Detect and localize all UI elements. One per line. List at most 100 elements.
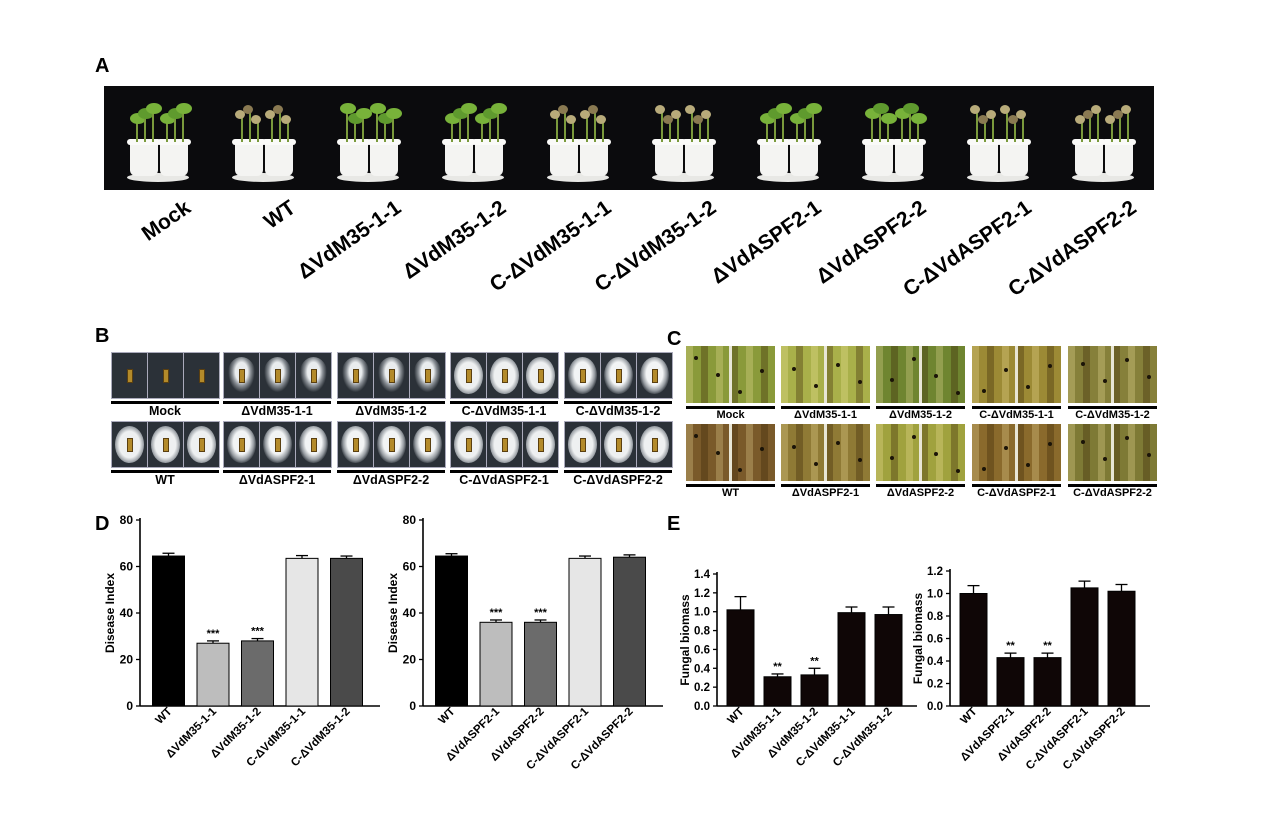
browning-spot (956, 391, 960, 395)
y-tick-label: 0.2 (694, 682, 710, 694)
plant-stem (669, 120, 671, 142)
plant-stem (804, 115, 806, 142)
vascular-strip (781, 424, 788, 481)
plant-stem (691, 110, 693, 142)
y-tick-label: 80 (120, 513, 134, 527)
flower-pot (577, 139, 611, 176)
group-underline (686, 406, 775, 409)
bar (800, 674, 829, 707)
browning-spot (1081, 362, 1085, 366)
bar (1033, 657, 1062, 707)
pot-saucer (652, 173, 714, 182)
vascular-strip (1047, 346, 1054, 403)
panel-b-strain-label: ΔVdASPF2-1 (238, 473, 316, 487)
browning-spot (934, 452, 938, 456)
plant-leaf (235, 110, 245, 119)
plant-stem (707, 115, 709, 142)
browning-spot (716, 373, 720, 377)
colony-plate-image (450, 421, 487, 468)
bar (435, 555, 468, 707)
vascular-strip (1113, 424, 1120, 481)
plant-leaf (596, 115, 606, 124)
bar (996, 657, 1025, 707)
plant-leaf (873, 103, 889, 114)
stem-piece (275, 438, 281, 452)
flower-pot (1102, 139, 1136, 176)
colony-plate-image (522, 352, 559, 399)
y-axis-label: Fungal biomass (911, 593, 925, 685)
plant-leaf (655, 105, 665, 114)
flower-pot (682, 139, 716, 176)
plant-stem (144, 115, 146, 142)
section-divider (1111, 346, 1114, 403)
section-divider (1111, 424, 1114, 481)
plant-stem (602, 120, 604, 142)
bar (285, 557, 319, 707)
plant-stem (879, 110, 881, 142)
bar (1107, 590, 1136, 707)
section-divider (1015, 346, 1018, 403)
stem-piece (616, 369, 622, 383)
y-tick-label: 0.6 (694, 644, 710, 656)
group-underline (223, 470, 331, 473)
plant-stem (976, 110, 978, 142)
plant-stem (677, 115, 679, 142)
plant-leaf (911, 113, 927, 124)
plant-leaf (130, 113, 146, 124)
y-tick-label: 1.2 (927, 566, 943, 578)
plant-leaf (483, 108, 499, 119)
bar (568, 557, 602, 707)
stem-piece (311, 438, 317, 452)
plant-stem (174, 115, 176, 142)
plant-leaf (903, 103, 919, 114)
y-tick-label: 40 (403, 606, 417, 620)
y-tick-label: 20 (120, 653, 134, 667)
plant-stem (392, 115, 394, 142)
plant-stem (136, 120, 138, 142)
plant-leaf (768, 108, 784, 119)
stem-piece (389, 369, 395, 383)
colony-plate-image (295, 421, 332, 468)
browning-spot (956, 469, 960, 473)
plant-leaf (356, 108, 372, 119)
plant-leaf (588, 105, 598, 114)
section-divider (824, 424, 827, 481)
stem-section-image (876, 424, 965, 481)
plant-leaf (445, 113, 461, 124)
plant-stem (812, 110, 814, 142)
vascular-strip (936, 424, 943, 481)
vascular-strip (1032, 346, 1039, 403)
y-tick-label: 60 (403, 560, 417, 574)
vascular-strip (1002, 346, 1009, 403)
y-tick-label: 0.8 (694, 626, 711, 638)
colony-plate-image (147, 352, 184, 399)
stem-section-image (781, 424, 870, 481)
vascular-strip (906, 346, 913, 403)
vascular-strip (876, 346, 883, 403)
browning-spot (738, 390, 742, 394)
stem-piece (239, 438, 245, 452)
vascular-strip (936, 346, 943, 403)
vascular-strip (701, 346, 708, 403)
plant-stem (871, 115, 873, 142)
panel-c-strain-label: C-ΔVdM35-1-2 (1075, 409, 1150, 421)
stem-piece (163, 438, 169, 452)
browning-spot (1004, 368, 1008, 372)
panel-c-strain-label: C-ΔVdASPF2-2 (1073, 487, 1152, 499)
stem-piece (425, 369, 431, 383)
browning-spot (1048, 364, 1052, 368)
browning-spot (1147, 453, 1151, 457)
bar (874, 614, 903, 707)
bar (613, 556, 646, 707)
flower-pot (232, 139, 266, 176)
plant-leaf (453, 108, 469, 119)
plant-leaf (251, 115, 261, 124)
vascular-strip (1002, 424, 1009, 481)
y-tick-label: 40 (120, 606, 134, 620)
panel-b-strain-label: C-ΔVdASPF2-2 (573, 473, 663, 487)
colony-plate-image (337, 421, 374, 468)
flower-pot (547, 139, 581, 176)
browning-spot (982, 389, 986, 393)
browning-spot (760, 369, 764, 373)
stem-piece (580, 438, 586, 452)
